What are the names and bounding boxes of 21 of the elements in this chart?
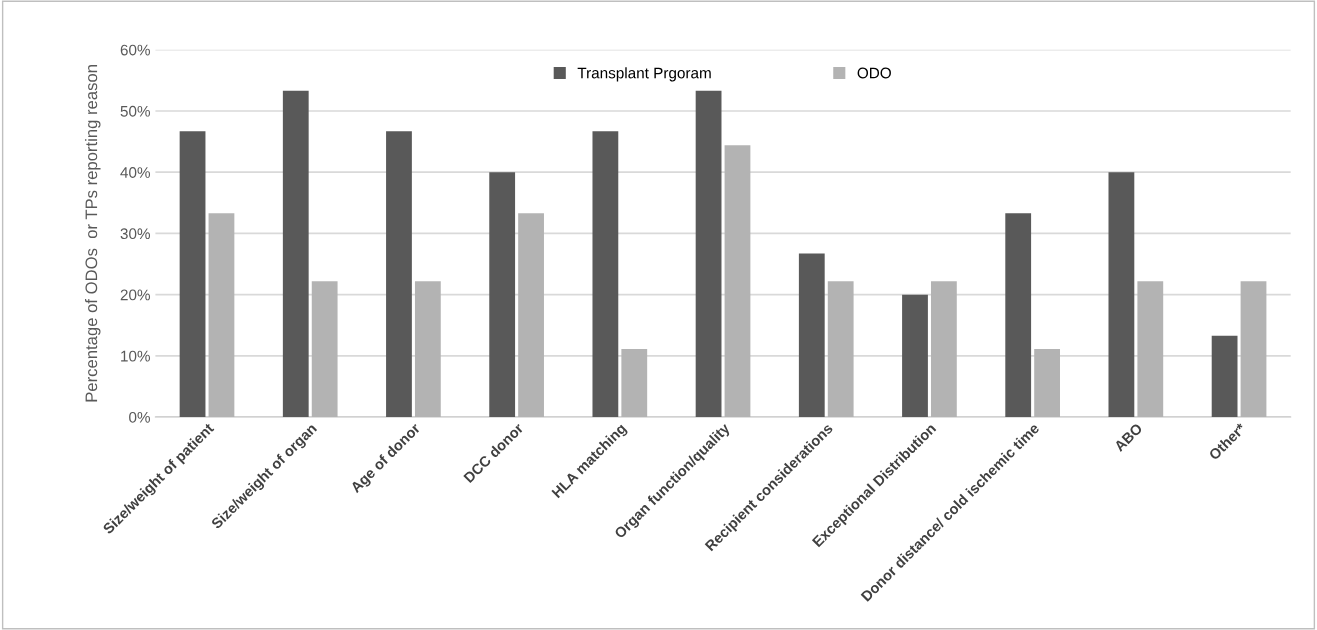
bar: [282, 90, 309, 418]
bar: [1108, 172, 1135, 418]
bar: [902, 294, 928, 418]
bar: [695, 90, 722, 418]
bar: [386, 131, 412, 418]
legend-label: Transplant Prgoram: [577, 67, 711, 82]
bar: [489, 172, 516, 418]
legend-label: ODO: [857, 67, 891, 79]
y-axis-title: Percentage of ODOs or TPs reporting reason: [84, 65, 101, 402]
bar: [179, 131, 206, 418]
y-tick-label: 60%: [120, 44, 150, 56]
bar: [1211, 335, 1238, 418]
y-tick-label: 20%: [120, 289, 150, 301]
bar: [1005, 213, 1032, 418]
y-tick-label: 50%: [120, 105, 150, 117]
y-tick-label: 10%: [121, 350, 150, 362]
y-tick-label: 30%: [120, 228, 150, 240]
bar: [592, 131, 619, 418]
y-tick-label: 0%: [129, 411, 150, 423]
y-tick-label: 40%: [120, 167, 150, 178]
bar: [798, 253, 825, 418]
